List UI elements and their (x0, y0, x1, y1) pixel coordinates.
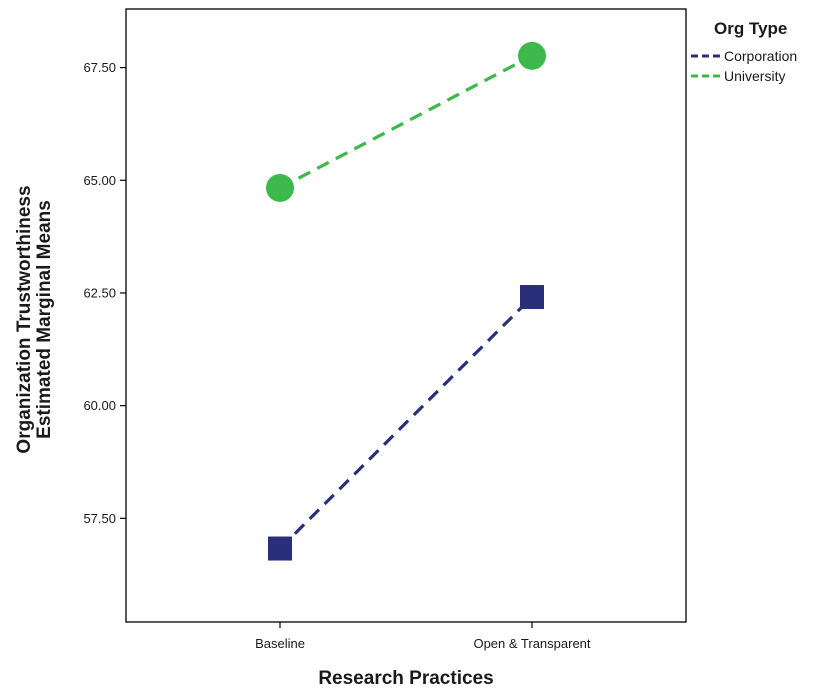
y-axis-title-line-2: Estimated Marginal Means (34, 200, 55, 439)
data-point (520, 285, 544, 310)
y-tick-label: 67.50 (83, 60, 116, 75)
x-axis-title: Research Practices (318, 668, 493, 688)
legend-title: Org Type (714, 19, 787, 38)
series-layer (266, 41, 546, 561)
legend-label: Corporation (724, 48, 797, 64)
y-tick-label: 60.00 (83, 398, 116, 413)
data-point (266, 173, 294, 202)
y-axis-title-line-1: Organization Trustworthiness (14, 185, 35, 453)
y-tick-label: 62.50 (83, 285, 116, 300)
series-line (278, 295, 534, 550)
x-tick-label: Open & Transparent (473, 636, 590, 651)
y-axis: 57.50 60.00 62.50 65.00 67.50 (83, 60, 126, 526)
data-point (268, 536, 292, 561)
x-tick-label: Baseline (255, 636, 305, 651)
legend-label: University (724, 68, 785, 84)
y-tick-label: 65.00 (83, 173, 116, 188)
x-axis: Baseline Open & Transparent (255, 622, 591, 651)
plot-frame (125, 8, 687, 623)
series-university (266, 41, 546, 202)
y-tick-label: 57.50 (83, 511, 116, 526)
series-corporation (268, 285, 544, 561)
y-axis-title: Organization Trustworthiness Estimated M… (14, 185, 55, 453)
series-line (279, 54, 533, 190)
legend: Org Type Corporation University (691, 19, 797, 84)
data-point (518, 41, 546, 70)
